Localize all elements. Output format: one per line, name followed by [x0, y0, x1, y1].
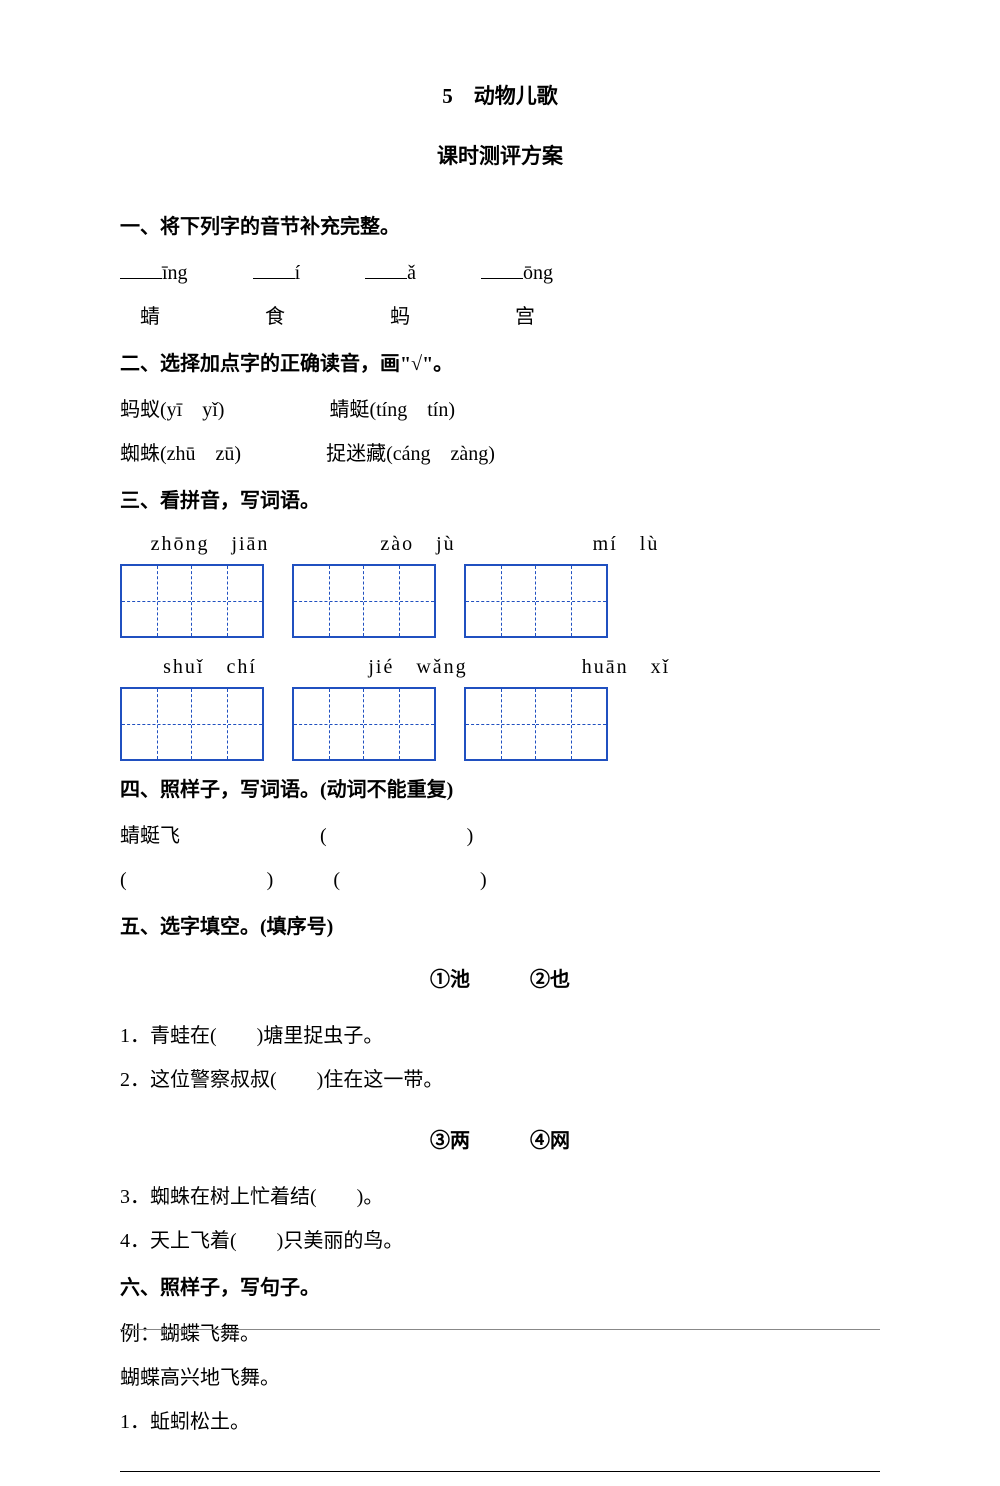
section6-example-label: 例：蝴蝶飞舞。: [120, 1314, 880, 1354]
section4-heading: 四、照样子，写词语。(动词不能重复): [120, 773, 880, 802]
word: 蜻蜓: [329, 399, 369, 421]
pinyin-row-2: shuǐ chí jié wǎng huān xǐ: [120, 650, 880, 679]
section6-heading: 六、照样子，写句子。: [120, 1271, 880, 1300]
char: 蚂: [390, 306, 410, 328]
char: 蜻: [140, 306, 160, 328]
section1-char-row: 蜻 食 蚂 宫: [120, 297, 880, 337]
pinyin-suffix: īng: [162, 262, 188, 284]
blank[interactable]: [365, 261, 407, 279]
option: ②也: [530, 969, 570, 991]
section5-q1: 1．青蛙在( )塘里捉虫子。: [120, 1016, 880, 1056]
pinyin-label: zhōng jiān: [120, 527, 300, 556]
section1-pinyin-row: īng í ǎ ōng: [120, 253, 880, 293]
options: (zhū zū): [160, 443, 241, 465]
word: 蚂蚁: [120, 399, 160, 421]
option: ④网: [530, 1130, 570, 1152]
pinyin-suffix: ǎ: [407, 262, 416, 284]
section5-options-1: ①池 ②也: [120, 963, 880, 992]
tianzige-pair[interactable]: [292, 564, 436, 638]
section4-example-row: 蜻蜓飞 ( ): [120, 816, 880, 856]
options: (yī yǐ): [160, 399, 224, 421]
tianzige-pair[interactable]: [120, 564, 264, 638]
word: 捉迷藏: [326, 443, 386, 465]
section5-options-2: ③两 ④网: [120, 1124, 880, 1153]
tianzige-pair[interactable]: [292, 687, 436, 761]
tianzige-pair[interactable]: [464, 687, 608, 761]
section2-row1: 蚂蚁(yī yǐ) 蜻蜓(tíng tín): [120, 390, 880, 430]
blank[interactable]: [120, 261, 162, 279]
section5-q2: 2．这位警察叔叔( )住在这一带。: [120, 1060, 880, 1100]
section6-example-sentence: 蝴蝶高兴地飞舞。: [120, 1358, 880, 1398]
tianzige-pair[interactable]: [120, 687, 264, 761]
char: 宫: [515, 306, 535, 328]
section6-q1: 1．蚯蚓松土。: [120, 1402, 880, 1442]
blank[interactable]: [481, 261, 523, 279]
options: (tíng tín): [369, 399, 455, 421]
section2-row2: 蜘蛛(zhū zū) 捉迷藏(cáng zàng): [120, 434, 880, 474]
word: 蜘蛛: [120, 443, 160, 465]
pinyin-label: shuǐ chí: [120, 650, 300, 679]
char: 食: [265, 306, 285, 328]
section3-heading: 三、看拼音，写词语。: [120, 484, 880, 513]
pinyin-suffix: í: [295, 262, 301, 284]
section2-heading: 二、选择加点字的正确读音，画"√"。: [120, 347, 880, 376]
blank[interactable]: [253, 261, 295, 279]
lesson-number: 5: [442, 84, 453, 108]
pinyin-label: jié wǎng: [328, 650, 508, 679]
options: (cáng zàng): [386, 443, 495, 465]
pinyin-row-1: zhōng jiān zào jù mí lù: [120, 527, 880, 556]
pinyin-label: mí lù: [536, 527, 716, 556]
tianzige-row-1: [120, 564, 880, 638]
tianzige-row-2: [120, 687, 880, 761]
pinyin-label: huān xǐ: [536, 650, 716, 679]
footer-divider: [120, 1329, 880, 1330]
pinyin-suffix: ōng: [523, 262, 553, 284]
option: ①池: [430, 969, 470, 991]
section5-heading: 五、选字填空。(填序号): [120, 910, 880, 939]
subtitle: 课时测评方案: [120, 140, 880, 170]
lesson-title: 5 动物儿歌: [120, 80, 880, 110]
section5-q4: 4．天上飞着( )只美丽的鸟。: [120, 1221, 880, 1261]
section5-q3: 3．蜘蛛在树上忙着结( )。: [120, 1177, 880, 1217]
section1-heading: 一、将下列字的音节补充完整。: [120, 210, 880, 239]
section4-blank-row: ( ) ( ): [120, 860, 880, 900]
tianzige-pair[interactable]: [464, 564, 608, 638]
lesson-name: 动物儿歌: [474, 84, 558, 108]
section6-answer-blank[interactable]: [120, 1446, 880, 1486]
option: ③两: [430, 1130, 470, 1152]
pinyin-label: zào jù: [328, 527, 508, 556]
example-phrase: 蜻蜓飞: [120, 825, 180, 847]
